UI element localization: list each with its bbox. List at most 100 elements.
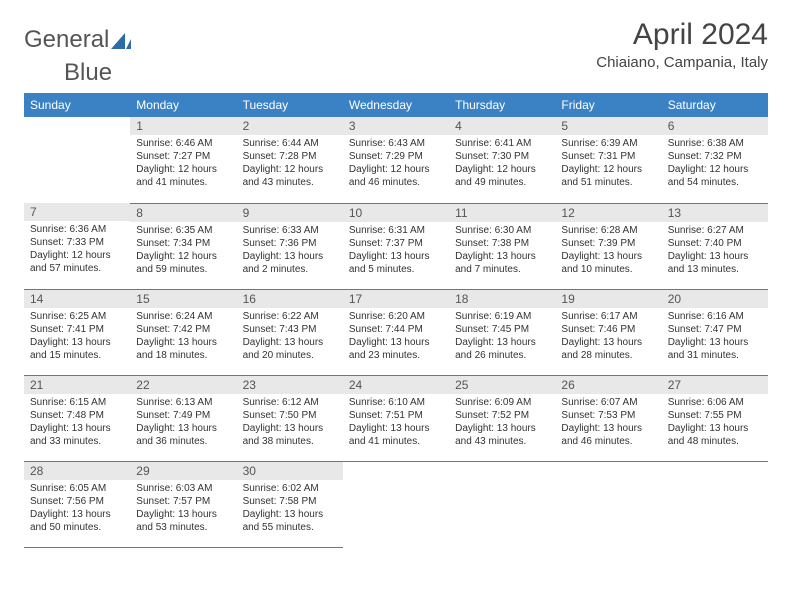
calendar-cell: 8Sunrise: 6:35 AMSunset: 7:34 PMDaylight… [130,203,236,289]
day-number: 21 [24,376,130,394]
detail-line: Sunset: 7:33 PM [30,236,124,249]
day-details: Sunrise: 6:44 AMSunset: 7:28 PMDaylight:… [237,135,343,193]
day-number: 23 [237,376,343,394]
brand-logo: General [24,26,133,54]
detail-line: Sunset: 7:58 PM [243,495,337,508]
detail-line: Daylight: 13 hours [243,336,337,349]
day-number: 14 [24,290,130,308]
day-header: Thursday [449,93,555,117]
day-details: Sunrise: 6:17 AMSunset: 7:46 PMDaylight:… [555,308,661,366]
calendar-page: General April 2024 Chiaiano, Campania, I… [0,0,792,566]
day-details: Sunrise: 6:20 AMSunset: 7:44 PMDaylight:… [343,308,449,366]
detail-line: and 15 minutes. [30,349,124,362]
detail-line: Sunrise: 6:33 AM [243,224,337,237]
day-details: Sunrise: 6:38 AMSunset: 7:32 PMDaylight:… [662,135,768,193]
detail-line: and 51 minutes. [561,176,655,189]
day-number: 17 [343,290,449,308]
detail-line: and 43 minutes. [243,176,337,189]
detail-line: and 41 minutes. [349,435,443,448]
day-number: 29 [130,462,236,480]
detail-line: Daylight: 12 hours [136,163,230,176]
day-number: 9 [237,204,343,222]
detail-line: Sunset: 7:29 PM [349,150,443,163]
detail-line: and 18 minutes. [136,349,230,362]
detail-line: Daylight: 13 hours [243,508,337,521]
detail-line: and 46 minutes. [561,435,655,448]
calendar-cell [555,461,661,547]
day-details: Sunrise: 6:19 AMSunset: 7:45 PMDaylight:… [449,308,555,366]
detail-line: Sunset: 7:42 PM [136,323,230,336]
calendar-cell: 4Sunrise: 6:41 AMSunset: 7:30 PMDaylight… [449,117,555,203]
detail-line: and 13 minutes. [668,263,762,276]
day-number: 1 [130,117,236,135]
detail-line: and 31 minutes. [668,349,762,362]
calendar-cell: 22Sunrise: 6:13 AMSunset: 7:49 PMDayligh… [130,375,236,461]
detail-line: Daylight: 13 hours [136,422,230,435]
detail-line: and 5 minutes. [349,263,443,276]
detail-line: Daylight: 13 hours [349,250,443,263]
detail-line: Sunset: 7:50 PM [243,409,337,422]
detail-line: Sunset: 7:37 PM [349,237,443,250]
brand-name-2: Blue [64,59,112,86]
day-header-row: SundayMondayTuesdayWednesdayThursdayFrid… [24,93,768,117]
detail-line: and 55 minutes. [243,521,337,534]
detail-line: and 53 minutes. [136,521,230,534]
detail-line: and 2 minutes. [243,263,337,276]
calendar-cell: 12Sunrise: 6:28 AMSunset: 7:39 PMDayligh… [555,203,661,289]
detail-line: Daylight: 12 hours [349,163,443,176]
day-details: Sunrise: 6:46 AMSunset: 7:27 PMDaylight:… [130,135,236,193]
day-number: 16 [237,290,343,308]
detail-line: Daylight: 13 hours [455,422,549,435]
detail-line: Sunrise: 6:24 AM [136,310,230,323]
day-header: Saturday [662,93,768,117]
detail-line: Sunrise: 6:39 AM [561,137,655,150]
detail-line: and 36 minutes. [136,435,230,448]
detail-line: Daylight: 13 hours [243,250,337,263]
detail-line: and 43 minutes. [455,435,549,448]
detail-line: Sunrise: 6:41 AM [455,137,549,150]
detail-line: and 28 minutes. [561,349,655,362]
day-details: Sunrise: 6:16 AMSunset: 7:47 PMDaylight:… [662,308,768,366]
calendar-cell: 7Sunrise: 6:36 AMSunset: 7:33 PMDaylight… [24,203,130,289]
detail-line: Sunset: 7:28 PM [243,150,337,163]
day-details: Sunrise: 6:35 AMSunset: 7:34 PMDaylight:… [130,222,236,280]
day-details: Sunrise: 6:27 AMSunset: 7:40 PMDaylight:… [662,222,768,280]
day-details: Sunrise: 6:25 AMSunset: 7:41 PMDaylight:… [24,308,130,366]
day-number: 30 [237,462,343,480]
detail-line: Sunrise: 6:28 AM [561,224,655,237]
calendar-cell: 27Sunrise: 6:06 AMSunset: 7:55 PMDayligh… [662,375,768,461]
detail-line: Sunset: 7:52 PM [455,409,549,422]
detail-line: Sunset: 7:44 PM [349,323,443,336]
detail-line: Daylight: 13 hours [455,250,549,263]
detail-line: Sunset: 7:43 PM [243,323,337,336]
day-details: Sunrise: 6:28 AMSunset: 7:39 PMDaylight:… [555,222,661,280]
calendar-cell [662,461,768,547]
detail-line: and 10 minutes. [561,263,655,276]
day-header: Wednesday [343,93,449,117]
detail-line: Sunrise: 6:13 AM [136,396,230,409]
detail-line: Sunset: 7:51 PM [349,409,443,422]
calendar-week-row: 7Sunrise: 6:36 AMSunset: 7:33 PMDaylight… [24,203,768,289]
detail-line: Sunrise: 6:25 AM [30,310,124,323]
day-number: 15 [130,290,236,308]
detail-line: Sunset: 7:48 PM [30,409,124,422]
detail-line: Sunset: 7:27 PM [136,150,230,163]
calendar-cell: 14Sunrise: 6:25 AMSunset: 7:41 PMDayligh… [24,289,130,375]
day-number: 13 [662,204,768,222]
detail-line: Sunset: 7:47 PM [668,323,762,336]
detail-line: Sunset: 7:39 PM [561,237,655,250]
calendar-cell: 11Sunrise: 6:30 AMSunset: 7:38 PMDayligh… [449,203,555,289]
detail-line: Daylight: 12 hours [561,163,655,176]
calendar-cell: 20Sunrise: 6:16 AMSunset: 7:47 PMDayligh… [662,289,768,375]
calendar-cell [24,117,130,203]
detail-line: Sunset: 7:49 PM [136,409,230,422]
detail-line: and 23 minutes. [349,349,443,362]
calendar-table: SundayMondayTuesdayWednesdayThursdayFrid… [24,93,768,548]
detail-line: Sunrise: 6:15 AM [30,396,124,409]
day-details: Sunrise: 6:31 AMSunset: 7:37 PMDaylight:… [343,222,449,280]
detail-line: and 50 minutes. [30,521,124,534]
day-header: Monday [130,93,236,117]
detail-line: Daylight: 12 hours [668,163,762,176]
detail-line: Sunrise: 6:16 AM [668,310,762,323]
detail-line: Sunrise: 6:06 AM [668,396,762,409]
